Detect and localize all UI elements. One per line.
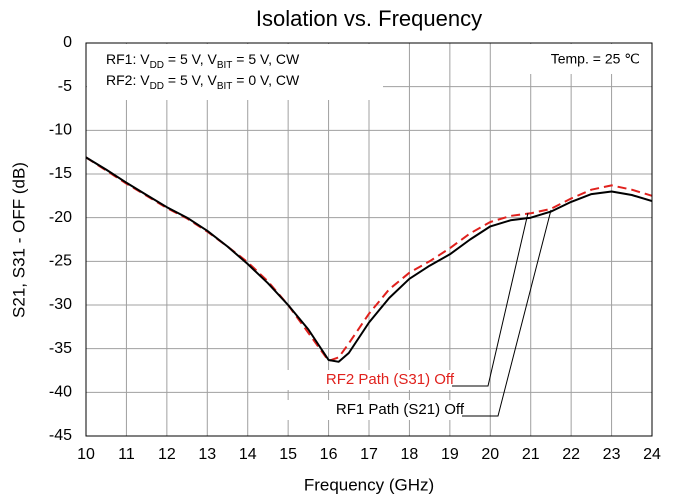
y-tick-label: -25 [49, 253, 72, 270]
x-tick-label: 18 [401, 446, 419, 463]
chart-title: Isolation vs. Frequency [256, 6, 482, 31]
series-line [85, 156, 653, 363]
conditions-box [87, 44, 383, 100]
y-tick-label: -15 [49, 165, 72, 182]
condition-part: = 0 V, CW [232, 72, 300, 88]
plot-frame [85, 42, 653, 437]
x-tick-label: 17 [360, 446, 378, 463]
condition-subscript: DD [150, 81, 164, 92]
y-tick-label: -45 [49, 427, 72, 444]
y-tick-label: -20 [49, 209, 72, 226]
x-tick-label: 14 [239, 446, 257, 463]
y-axis-label: S21, S31 - OFF (dB) [9, 162, 28, 318]
condition-part: = 5 V, CW [232, 51, 300, 67]
condition-text: RF1: VDD = 5 V, VBIT = 5 V, CW [106, 51, 300, 71]
y-tick-label: -35 [49, 340, 72, 357]
x-tick-label: 16 [320, 446, 338, 463]
x-tick-label: 23 [603, 446, 621, 463]
x-tick-label: 11 [118, 446, 135, 463]
y-tick-label: -40 [49, 384, 72, 401]
condition-subscript: BIT [217, 81, 233, 92]
temperature-note: Temp. = 25 ℃ [551, 51, 640, 67]
x-tick-label: 19 [441, 446, 459, 463]
x-tick-label: 12 [158, 446, 176, 463]
leader-line [452, 212, 529, 387]
y-tick-label: -10 [49, 122, 72, 139]
x-tick-label: 20 [481, 446, 499, 463]
temperature-box [515, 44, 651, 74]
legend-label: RF1 Path (S21) Off [336, 401, 465, 418]
x-tick-label: 15 [279, 446, 297, 463]
x-tick-label: 21 [522, 446, 540, 463]
x-axis-label: Frequency (GHz) [304, 475, 434, 494]
condition-part: RF1: V [106, 51, 150, 67]
leader-line [462, 209, 552, 417]
x-tick-label: 22 [562, 446, 580, 463]
condition-part: = 5 V, V [164, 51, 217, 67]
condition-text: RF2: VDD = 5 V, VBIT = 0 V, CW [106, 72, 300, 92]
x-tick-label: 13 [198, 446, 216, 463]
x-tick-label: 24 [643, 446, 661, 463]
legend-bg [261, 370, 456, 390]
condition-part: = 5 V, V [164, 72, 217, 88]
condition-part: RF2: V [106, 72, 150, 88]
x-tick-label: 10 [77, 446, 95, 463]
legend-bg [271, 400, 466, 420]
condition-subscript: BIT [217, 60, 233, 71]
y-tick-label: 0 [63, 34, 72, 51]
y-tick-label: -30 [49, 296, 72, 313]
legend-label: RF2 Path (S31) Off [326, 371, 455, 388]
condition-subscript: DD [150, 60, 164, 71]
y-tick-label: -5 [58, 78, 72, 95]
